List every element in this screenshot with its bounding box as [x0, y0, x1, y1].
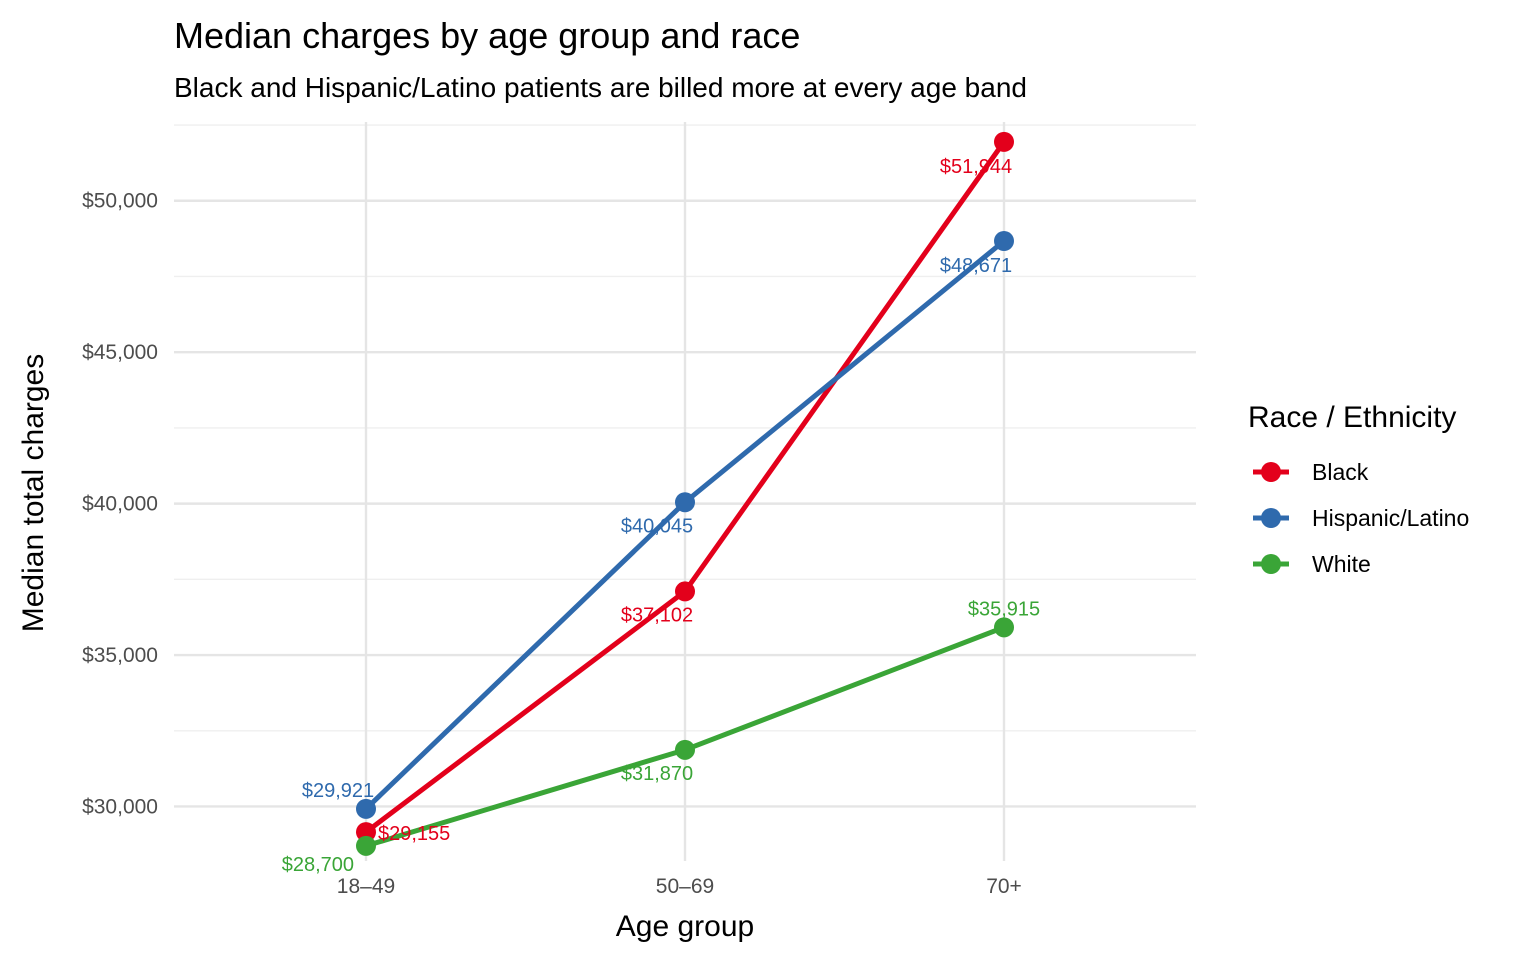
- legend-title: Race / Ethnicity: [1248, 401, 1456, 434]
- data-point: [675, 739, 695, 760]
- data-point: [675, 581, 695, 602]
- x-tick-label: 50–69: [656, 875, 714, 898]
- x-tick-label: 18–49: [337, 875, 395, 898]
- data-label: $40,045: [621, 515, 693, 537]
- data-point: [994, 230, 1014, 251]
- legend-label: White: [1312, 551, 1371, 577]
- legend-key-point: [1261, 508, 1281, 528]
- chart-title: Median charges by age group and race: [174, 15, 800, 56]
- data-labels: $29,155 $37,102 $51,944 $29,921 $40,045 $48,6…: [282, 156, 1040, 876]
- legend-items: Black Hispanic/Latino White: [1253, 459, 1469, 577]
- data-point: [994, 617, 1014, 638]
- data-label: $29,921: [302, 780, 374, 802]
- legend-label: Black: [1312, 459, 1369, 485]
- y-tick-label: $35,000: [82, 644, 158, 667]
- x-tick-label: 70+: [986, 875, 1022, 898]
- y-axis-title: Median total charges: [17, 354, 50, 633]
- data-label: $31,870: [621, 763, 693, 785]
- legend-key-point: [1261, 462, 1281, 482]
- data-point: [356, 835, 376, 856]
- data-label: $28,700: [282, 854, 354, 876]
- legend-label: Hispanic/Latino: [1312, 505, 1469, 531]
- grid: [174, 122, 1196, 861]
- data-label: $29,155: [378, 823, 450, 845]
- y-axis-ticks: $30,000 $35,000 $40,000 $45,000 $50,000: [82, 190, 158, 819]
- data-point: [675, 492, 695, 513]
- legend: Race / Ethnicity Black Hispanic/Latino Whi…: [1248, 401, 1469, 577]
- data-point: [356, 798, 376, 819]
- y-tick-label: $50,000: [82, 190, 158, 213]
- chart-subtitle: Black and Hispanic/Latino patients are b…: [174, 72, 1027, 103]
- legend-key-point: [1261, 554, 1281, 574]
- data-point: [994, 131, 1014, 152]
- data-label: $37,102: [621, 604, 693, 626]
- y-tick-label: $30,000: [82, 795, 158, 818]
- data-point: [356, 822, 376, 843]
- data-label: $51,944: [940, 156, 1012, 178]
- x-axis-ticks: 18–49 50–69 70+: [337, 875, 1022, 898]
- y-tick-label: $40,000: [82, 493, 158, 516]
- series-points: [356, 131, 1014, 856]
- y-tick-label: $45,000: [82, 341, 158, 364]
- x-axis-title: Age group: [616, 910, 754, 943]
- data-label: $48,671: [940, 255, 1012, 277]
- data-label: $35,915: [968, 598, 1040, 620]
